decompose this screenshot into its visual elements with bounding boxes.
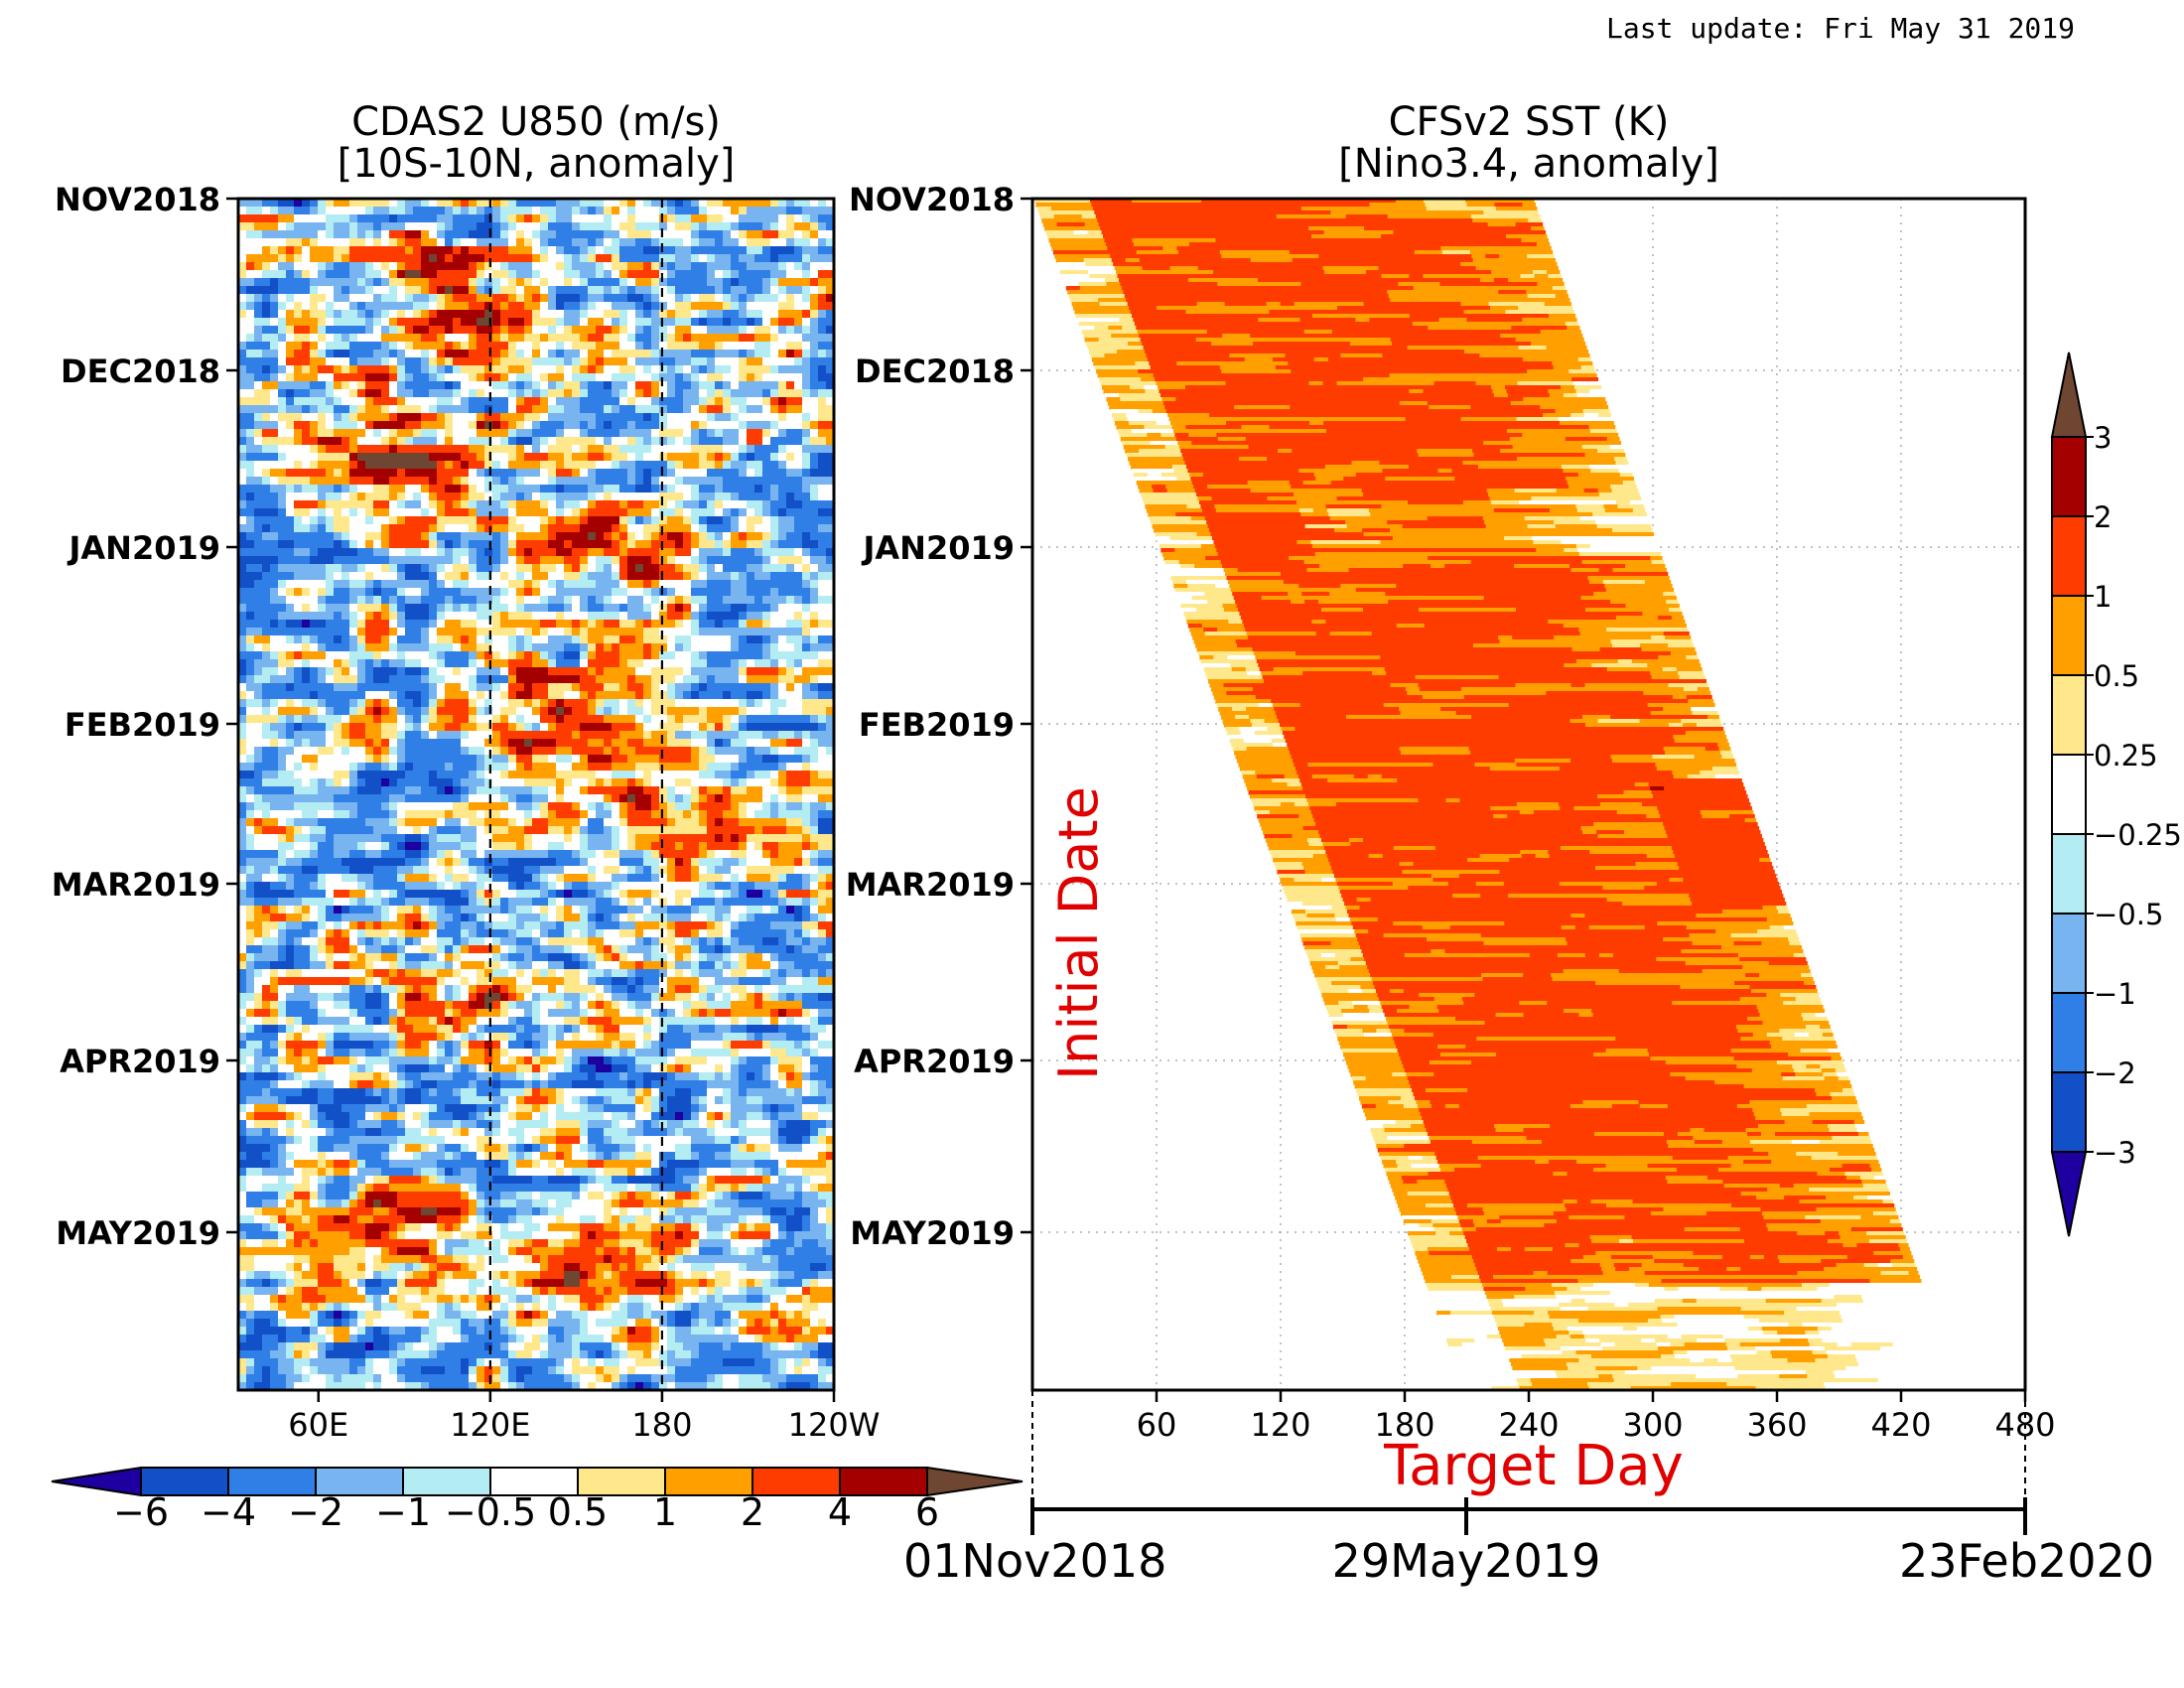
u850-y-tick-label: DEC2018: [61, 352, 220, 390]
colorbar-label: 1: [653, 1490, 677, 1534]
figure: Last update: Fri May 31 2019 CDAS2 U850 …: [0, 0, 2184, 1688]
sst-colorbar-swatch: [2052, 516, 2086, 596]
sst-y-axis: NOV2018 DEC2018 JAN2019 FEB2019 MAR2019 APR20…: [846, 181, 1032, 1252]
sst-target-date-label: 01Nov2018: [903, 1534, 1166, 1588]
sst-colorbar-label: −0.25: [2094, 818, 2182, 852]
u850-y-tick-label: MAY2019: [56, 1214, 220, 1252]
colorbar-arrow-high: [927, 1468, 1023, 1495]
sst-colorbar-swatch: [2052, 1072, 2086, 1152]
sst-colorbar-swatch: [2052, 993, 2086, 1072]
sst-colorbar-swatch: [2052, 914, 2086, 993]
colorbar-label: −6: [113, 1490, 169, 1534]
sst-colorbar-swatch: [2052, 834, 2086, 914]
u850-y-tick-label: FEB2019: [65, 706, 220, 744]
colorbar-label: −4: [201, 1490, 256, 1534]
colorbar-label: 4: [828, 1490, 852, 1534]
sst-target-date-label: 23Feb2020: [1899, 1534, 2154, 1588]
u850-subtitle: [10S-10N, anomaly]: [338, 141, 736, 187]
colorbar-label: 6: [915, 1490, 939, 1534]
u850-x-tick-label: 60E: [288, 1406, 348, 1444]
colorbar-swatch: [752, 1468, 840, 1495]
sst-y-tick-label: JAN2019: [861, 529, 1015, 567]
u850-y-tick-label: MAR2019: [52, 866, 220, 904]
sst-y-tick-label: APR2019: [854, 1043, 1015, 1080]
last-update: Last update: Fri May 31 2019: [1606, 12, 2075, 45]
colorbar-swatch: [665, 1468, 752, 1495]
sst-y-tick-label: MAY2019: [850, 1214, 1015, 1252]
sst-colorbar-label: −1: [2094, 977, 2136, 1011]
sst-colorbar-label: 1: [2094, 580, 2112, 614]
sst-x-tick-label: 120: [1250, 1406, 1310, 1444]
sst-colorbar-label: −2: [2094, 1056, 2136, 1090]
u850-title: CDAS2 U850 (m/s): [351, 99, 721, 145]
colorbar-label: 2: [741, 1490, 764, 1534]
u850-colorbar: −6 −4 −2 −1 −0.5 0.5 1 2 4 6: [52, 1468, 1023, 1534]
sst-colorbar: 3 2 1 0.5 0.25 −0.25 −0.5 −1 −2 −3: [2052, 352, 2182, 1236]
u850-heatmap-field: [238, 199, 835, 1391]
sst-y-tick-label: FEB2019: [859, 706, 1015, 744]
sst-colorbar-swatch: [2052, 437, 2086, 516]
sst-colorbar-label: 2: [2094, 500, 2112, 534]
sst-x-tick-label: 420: [1870, 1406, 1931, 1444]
colorbar-label: 0.5: [548, 1490, 608, 1534]
u850-x-tick-label: 180: [631, 1406, 692, 1444]
sst-colorbar-swatch: [2052, 596, 2086, 675]
u850-x-tick-label: 120E: [450, 1406, 530, 1444]
u850-panel: CDAS2 U850 (m/s) [10S-10N, anomaly] NOV2…: [52, 99, 1023, 1534]
sst-panel: CFSv2 SST (K) [Nino3.4, anomaly] NOV2018…: [846, 99, 2182, 1588]
colorbar-label: −0.5: [445, 1490, 536, 1534]
u850-y-tick-label: NOV2018: [55, 181, 220, 218]
sst-colorbar-label: 3: [2094, 421, 2112, 455]
sst-colorbar-label: −0.5: [2094, 898, 2163, 931]
u850-y-tick-label: APR2019: [60, 1043, 220, 1080]
u850-y-tick-label: JAN2019: [67, 529, 220, 567]
colorbar-label: −1: [375, 1490, 431, 1534]
sst-colorbar-label: 0.25: [2094, 739, 2158, 773]
sst-colorbar-label: −3: [2094, 1136, 2136, 1170]
sst-colorbar-arrow-low: [2052, 1152, 2086, 1236]
sst-x-tick-label: 360: [1746, 1406, 1807, 1444]
sst-ylabel: Initial Date: [1047, 786, 1110, 1080]
sst-target-date-label: 29May2019: [1332, 1534, 1601, 1588]
sst-colorbar-arrow-high: [2052, 352, 2086, 437]
u850-y-axis: NOV2018 DEC2018 JAN2019 FEB2019 MAR2019 APR20…: [52, 181, 238, 1252]
sst-subtitle: [Nino3.4, anomaly]: [1338, 141, 1719, 187]
u850-x-tick-label: 120W: [788, 1406, 881, 1444]
sst-y-tick-label: NOV2018: [849, 181, 1015, 218]
colorbar-label: −2: [288, 1490, 343, 1534]
sst-colorbar-label: 0.5: [2094, 659, 2139, 693]
sst-xlabel: Target Day: [1383, 1434, 1684, 1498]
colorbar-swatch: [840, 1468, 927, 1495]
sst-heatmap-field: [1034, 199, 1960, 1391]
u850-x-axis: 60E 120E 180 120W: [288, 1390, 880, 1444]
sst-colorbar-swatch: [2052, 755, 2086, 834]
sst-y-tick-label: MAR2019: [846, 866, 1015, 904]
sst-title: CFSv2 SST (K): [1389, 99, 1670, 145]
sst-y-tick-label: DEC2018: [855, 352, 1015, 390]
sst-x-tick-label: 60: [1137, 1406, 1177, 1444]
sst-colorbar-swatch: [2052, 675, 2086, 755]
